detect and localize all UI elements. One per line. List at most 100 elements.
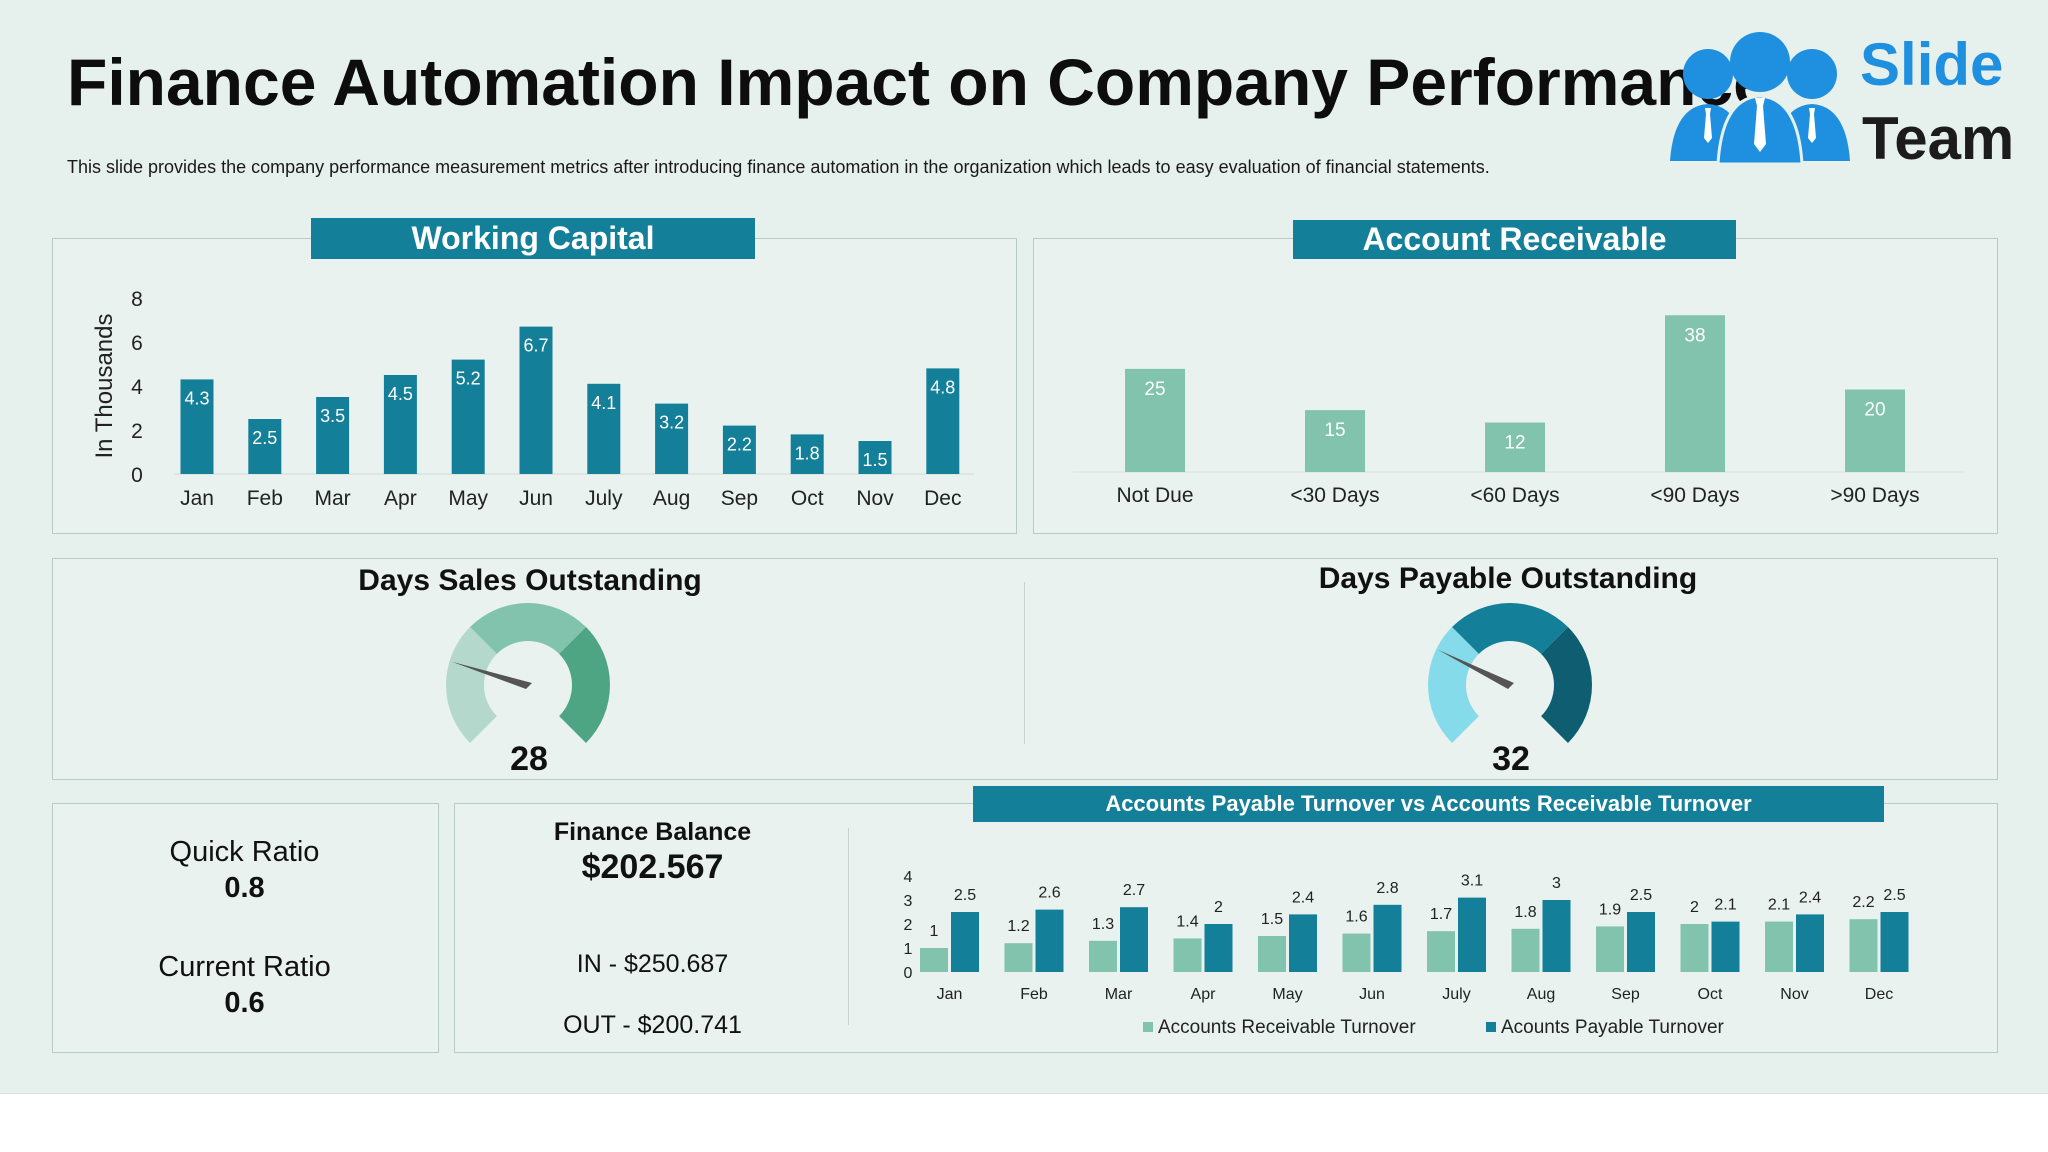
data-label: 1.8 [795, 443, 820, 463]
x-tick-label: Not Due [1116, 484, 1193, 507]
x-tick-label: Mar [1105, 986, 1133, 1003]
data-label: 2.7 [1123, 882, 1145, 899]
data-label: 3 [1552, 875, 1561, 892]
bar-receivable [1596, 926, 1624, 972]
x-tick-label: Mar [315, 487, 351, 510]
x-tick-label: Apr [384, 487, 417, 510]
gauge-needle [1438, 649, 1514, 689]
page-title: Finance Automation Impact on Company Per… [67, 45, 1770, 119]
bar-receivable [1004, 943, 1033, 972]
bar [1125, 368, 1185, 472]
gauge-segment-low [1428, 627, 1479, 743]
x-tick-label: Sep [721, 487, 758, 510]
panel-divider [1024, 582, 1025, 744]
bar-payable [1120, 907, 1148, 972]
bar-payable [951, 912, 979, 972]
x-tick-label: Jun [1359, 986, 1385, 1003]
bar [519, 326, 553, 474]
y-tick-label: 8 [131, 288, 143, 311]
x-tick-label: Apr [1191, 986, 1217, 1003]
data-label: 2.4 [1292, 889, 1314, 906]
bar-payable [1035, 909, 1064, 972]
y-axis-label: In Thousands [91, 314, 118, 459]
x-tick-label: >90 Days [1830, 484, 1919, 507]
turnover-banner: Accounts Payable Turnover vs Accounts Re… [973, 786, 1884, 822]
bar [316, 397, 350, 474]
data-label: 1.8 [1514, 904, 1536, 921]
x-tick-label: Sep [1611, 986, 1640, 1003]
dpo-title: Days Payable Outstanding [1318, 562, 1698, 595]
data-label: 1.5 [862, 450, 887, 470]
data-label: 4.5 [388, 384, 413, 404]
bar-payable [1542, 900, 1571, 972]
quick-ratio-label: Quick Ratio [169, 836, 320, 868]
bar [1485, 422, 1545, 472]
dso-title: Days Sales Outstanding [358, 564, 702, 597]
data-label: 2.2 [727, 435, 752, 455]
data-label: 6.7 [523, 336, 548, 356]
legend-swatch-receivable [1143, 1022, 1153, 1032]
quick-ratio-value: 0.8 [224, 872, 265, 904]
data-label: 1.4 [1176, 913, 1198, 930]
ratios-panel [52, 803, 439, 1053]
bar-payable [1627, 912, 1655, 972]
bar-receivable [1511, 928, 1540, 972]
data-label: 2 [1690, 899, 1699, 916]
finance-balance-amount: $202.567 [581, 848, 724, 886]
x-tick-label: Aug [1527, 986, 1555, 1003]
data-label: 20 [1864, 400, 1885, 421]
bar [383, 375, 417, 474]
y-tick-label: 2 [131, 420, 143, 443]
current-ratio-value: 0.6 [224, 987, 265, 1019]
finance-balance-out: OUT - $200.741 [563, 1011, 742, 1039]
page-subtitle: This slide provides the company performa… [67, 157, 1490, 177]
bar [858, 441, 892, 474]
data-label: 2.5 [1883, 887, 1905, 904]
x-tick-label: <60 Days [1470, 484, 1559, 507]
data-label: 38 [1684, 325, 1705, 346]
bar [451, 359, 485, 474]
account-receivable-panel [1033, 238, 1998, 534]
data-label: 2.5 [954, 887, 976, 904]
x-tick-label: Dec [1865, 986, 1893, 1003]
x-tick-label: Nov [856, 487, 894, 510]
data-label: 4.1 [591, 393, 616, 413]
y-tick-label: 2 [904, 917, 913, 934]
x-tick-label: Jun [519, 487, 553, 510]
data-label: 5.2 [456, 369, 481, 389]
bar-receivable [920, 948, 948, 972]
x-tick-label: Feb [247, 487, 283, 510]
data-label: 2.6 [1038, 885, 1060, 902]
bar-receivable [1849, 919, 1878, 972]
x-tick-label: Feb [1020, 986, 1048, 1003]
x-tick-label: May [448, 487, 488, 510]
data-label: 1.6 [1345, 909, 1367, 926]
y-tick-label: 3 [904, 893, 913, 910]
x-tick-label: Oct [791, 487, 824, 510]
bar [180, 379, 214, 474]
data-label: 3.5 [320, 406, 345, 426]
bar-receivable [1342, 933, 1371, 972]
data-label: 2.4 [1799, 889, 1821, 906]
x-tick-label: Dec [924, 487, 961, 510]
bar [655, 403, 689, 474]
data-label: 1.2 [1007, 918, 1029, 935]
dso-gauge [446, 603, 610, 743]
data-label: 2.5 [252, 428, 277, 448]
data-label: 3.1 [1461, 873, 1483, 890]
x-tick-label: <90 Days [1650, 484, 1739, 507]
gauge-segment-mid [470, 603, 586, 654]
people-icon [1670, 32, 1850, 166]
gauge-segment-low [446, 627, 497, 743]
x-tick-label: July [1442, 986, 1470, 1003]
logo-text-team: Team [1862, 105, 2015, 172]
data-label: 2.8 [1376, 880, 1398, 897]
bar-receivable [1427, 931, 1455, 972]
legend-swatch-payable [1486, 1022, 1496, 1032]
data-label: 12 [1504, 433, 1525, 454]
data-label: 25 [1144, 379, 1165, 400]
bar-payable [1458, 897, 1486, 972]
current-ratio-label: Current Ratio [158, 951, 331, 983]
working-capital-banner: Working Capital [311, 218, 755, 259]
data-label: 1.5 [1261, 911, 1283, 928]
